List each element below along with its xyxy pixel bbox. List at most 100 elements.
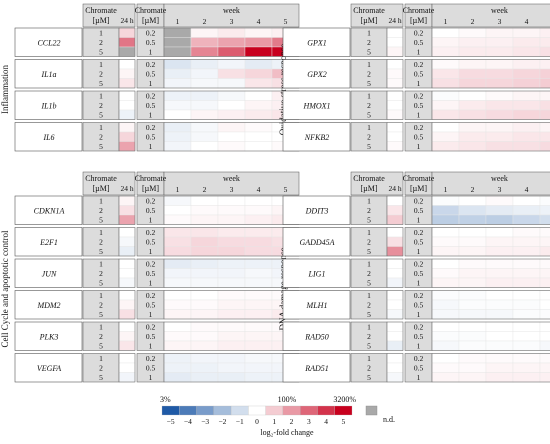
cell-chronic	[217, 131, 246, 142]
acute-conc-label: 5	[367, 142, 371, 151]
cell-chronic	[485, 258, 514, 269]
header-week-1: 1	[444, 17, 448, 26]
gene-label-DDIT3: DDIT3	[305, 206, 329, 215]
acute-conc-label: 2	[367, 206, 371, 215]
acute-frame	[386, 59, 404, 89]
cell-chronic	[512, 290, 541, 301]
cell-acute	[386, 321, 404, 332]
acute-frame	[118, 27, 136, 57]
chronic-conc-label: 1	[417, 247, 421, 256]
cell-chronic	[190, 100, 219, 111]
cell-acute	[118, 268, 136, 279]
chronic-conc-label: 1	[417, 216, 421, 225]
gene-box	[282, 59, 351, 89]
panel-1: Chromate[µM]24 hChromate[µM]week12345Oxi…	[278, 3, 550, 152]
cell-chronic	[539, 309, 550, 320]
cell-chronic	[190, 141, 219, 152]
cell-chronic	[244, 141, 273, 152]
cell-chronic	[539, 299, 550, 310]
header-week-1: 1	[176, 185, 180, 194]
cell-chronic	[431, 27, 460, 38]
cell-acute	[386, 340, 404, 351]
colorbar-swatch	[196, 405, 214, 416]
gene-box	[14, 122, 83, 152]
gene-box	[14, 90, 83, 120]
header-unit: [µM]	[92, 184, 109, 193]
acute-conc-label: 2	[367, 70, 371, 79]
chronic-conc-label: 0.5	[146, 133, 156, 142]
colorbar-tick: 0	[255, 417, 259, 426]
na-label: n.d.	[383, 415, 395, 424]
colorbar-tick: −3	[201, 417, 209, 426]
chronic-conc-label: 0.2	[414, 354, 424, 363]
acute-frame	[386, 353, 404, 383]
cell-chronic	[458, 37, 487, 48]
acute-conc-label: 1	[99, 197, 103, 206]
cell-chronic	[512, 37, 541, 48]
cell-chronic	[458, 372, 487, 383]
acute-conc-label: 1	[367, 60, 371, 69]
cell-chronic	[458, 141, 487, 152]
cell-chronic	[485, 309, 514, 320]
cell-acute	[386, 309, 404, 320]
colorbar-tick: 2	[290, 417, 294, 426]
header-unit-chronic: [µM]	[410, 184, 427, 193]
acute-conc-box	[82, 290, 120, 320]
cell-chronic	[217, 205, 246, 216]
header-week-1: 1	[444, 185, 448, 194]
cell-acute	[118, 27, 136, 38]
cell-chronic	[431, 141, 460, 152]
category-label: Inflammation	[0, 65, 10, 114]
cell-chronic	[190, 299, 219, 310]
chronic-conc-box	[404, 27, 433, 57]
cell-chronic	[485, 78, 514, 89]
cell-chronic	[217, 100, 246, 111]
cell-chronic	[163, 268, 192, 279]
gene-label-IL1b: IL1b	[40, 101, 56, 110]
cell-acute	[118, 90, 136, 101]
acute-conc-label: 2	[99, 38, 103, 47]
cell-chronic	[163, 258, 192, 269]
acute-frame	[118, 122, 136, 152]
category-label: Oxidative stress response	[278, 44, 288, 135]
cell-chronic	[485, 299, 514, 310]
chronic-conc-label: 1	[417, 279, 421, 288]
acute-frame	[386, 122, 404, 152]
chronic-conc-label: 1	[417, 142, 421, 151]
cell-chronic	[539, 131, 550, 142]
acute-frame	[386, 258, 404, 288]
cell-acute	[386, 268, 404, 279]
cell-chronic	[431, 236, 460, 247]
gene-label-GPX1: GPX1	[307, 38, 327, 47]
header-chromate-chronic: Chromate	[135, 174, 167, 183]
cell-chronic	[217, 372, 246, 383]
cell-chronic	[244, 309, 273, 320]
cell-acute	[118, 59, 136, 70]
cell-chronic	[458, 246, 487, 257]
chronic-conc-label: 0.5	[146, 206, 156, 215]
chronic-conc-label: 0.5	[414, 238, 424, 247]
cell-chronic	[485, 277, 514, 288]
cell-chronic	[217, 227, 246, 238]
cell-chronic	[539, 68, 550, 79]
gene-box	[282, 258, 351, 288]
chronic-conc-label: 0.5	[414, 301, 424, 310]
header-acute-bg	[82, 171, 136, 196]
cell-chronic	[190, 109, 219, 120]
acute-conc-label: 2	[367, 332, 371, 341]
cell-chronic	[163, 372, 192, 383]
acute-conc-label: 5	[99, 342, 103, 351]
cell-acute	[386, 27, 404, 38]
cell-chronic	[539, 90, 550, 101]
cell-chronic	[485, 46, 514, 57]
cell-chronic	[190, 37, 219, 48]
cell-chronic	[485, 362, 514, 373]
cell-chronic	[190, 205, 219, 216]
acute-conc-label: 1	[367, 29, 371, 38]
cell-chronic	[190, 258, 219, 269]
cell-chronic	[244, 258, 273, 269]
cell-chronic	[244, 59, 273, 70]
cell-chronic	[539, 236, 550, 247]
acute-conc-label: 2	[99, 101, 103, 110]
header-week: week	[491, 174, 508, 183]
